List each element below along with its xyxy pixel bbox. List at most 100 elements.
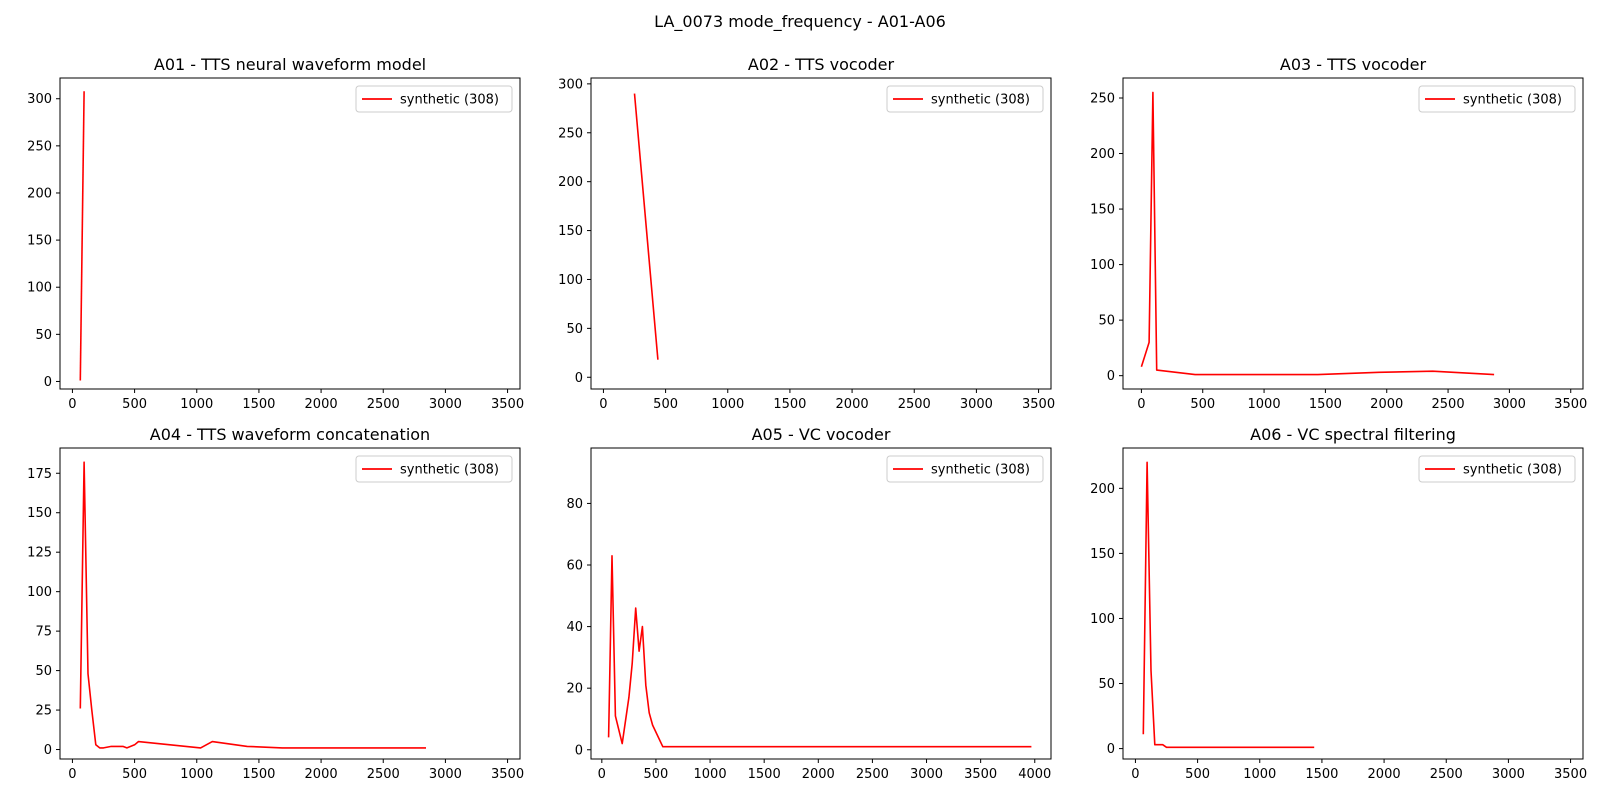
y-tick-label: 80 bbox=[566, 497, 583, 512]
legend-label: synthetic (308) bbox=[1463, 93, 1562, 108]
x-tick-label: 1500 bbox=[242, 397, 275, 412]
y-tick-label: 50 bbox=[35, 328, 52, 343]
y-tick-label: 75 bbox=[35, 625, 52, 640]
y-tick-label: 300 bbox=[27, 92, 52, 107]
legend-box bbox=[886, 85, 1044, 113]
y-tick-label: 200 bbox=[27, 186, 52, 201]
x-tick-label: 2500 bbox=[367, 397, 400, 412]
subplot-5: A05 - VC vocoder 0 500 1000 1500 2000 2500 3000… bbox=[566, 425, 1052, 782]
axes-frame bbox=[590, 447, 1052, 760]
x-tick-label: 0 bbox=[68, 767, 76, 782]
x-tick-label: 1500 bbox=[773, 397, 806, 412]
legend-label: synthetic (308) bbox=[931, 93, 1030, 108]
y-tick-label: 250 bbox=[1090, 91, 1115, 106]
y-tick-label: 175 bbox=[27, 467, 52, 482]
y-tick-label: 100 bbox=[1090, 612, 1115, 627]
y-tick-label: 100 bbox=[558, 273, 583, 288]
legend: synthetic (308) bbox=[886, 85, 1044, 113]
y-tick-label: 300 bbox=[558, 77, 583, 92]
x-tick-label: 2000 bbox=[1368, 767, 1401, 782]
y-tick-label: 50 bbox=[1098, 314, 1115, 329]
x-tick-label: 1500 bbox=[748, 767, 781, 782]
y-tick-label: 150 bbox=[1090, 547, 1115, 562]
x-tick-label: 500 bbox=[644, 767, 669, 782]
axes-frame bbox=[1122, 447, 1584, 760]
x-tick-label: 2500 bbox=[1430, 767, 1463, 782]
x-tick-label: 0 bbox=[599, 397, 607, 412]
series-line-1 bbox=[79, 91, 85, 381]
series-line-1 bbox=[633, 93, 659, 360]
x-tick-label: 1000 bbox=[694, 767, 727, 782]
x-tick-label: 0 bbox=[1131, 767, 1139, 782]
y-tick-label: 25 bbox=[35, 704, 52, 719]
y-tick-label: 200 bbox=[1090, 147, 1115, 162]
y-tick-label: 100 bbox=[27, 281, 52, 296]
y-tick-label: 0 bbox=[44, 743, 52, 758]
x-tick-label: 500 bbox=[1190, 397, 1215, 412]
x-tick-label: 2000 bbox=[305, 767, 338, 782]
legend-label: synthetic (308) bbox=[400, 463, 499, 478]
x-tick-label: 500 bbox=[122, 767, 147, 782]
y-tick-label: 250 bbox=[27, 139, 52, 154]
x-tick-label: 0 bbox=[598, 767, 606, 782]
legend-label: synthetic (308) bbox=[1463, 463, 1562, 478]
y-tick-label: 200 bbox=[1090, 482, 1115, 497]
x-tick-label: 1000 bbox=[1243, 767, 1276, 782]
x-tick-label: 2000 bbox=[1370, 397, 1403, 412]
x-tick-label: 3000 bbox=[910, 767, 943, 782]
legend-box bbox=[355, 85, 513, 113]
x-tick-label: 2000 bbox=[836, 397, 869, 412]
y-tick-label: 125 bbox=[27, 546, 52, 561]
x-tick-label: 1000 bbox=[1248, 397, 1281, 412]
x-tick-label: 500 bbox=[122, 397, 147, 412]
y-tick-label: 60 bbox=[566, 559, 583, 574]
legend-box bbox=[1418, 85, 1576, 113]
subplot-title: A01 - TTS neural waveform model bbox=[154, 55, 426, 74]
x-tick-label: 2500 bbox=[898, 397, 931, 412]
x-tick-label: 0 bbox=[68, 397, 76, 412]
legend: synthetic (308) bbox=[886, 455, 1044, 483]
y-tick-label: 100 bbox=[1090, 258, 1115, 273]
subplot-title: A04 - TTS waveform concatenation bbox=[150, 425, 430, 444]
y-tick-label: 0 bbox=[44, 375, 52, 390]
legend: synthetic (308) bbox=[355, 85, 513, 113]
x-tick-label: 500 bbox=[653, 397, 678, 412]
y-tick-label: 40 bbox=[566, 620, 583, 635]
x-tick-label: 1000 bbox=[180, 397, 213, 412]
x-tick-label: 1500 bbox=[1305, 767, 1338, 782]
y-tick-label: 50 bbox=[1098, 677, 1115, 692]
axes-frame bbox=[59, 447, 521, 760]
x-tick-label: 3500 bbox=[1554, 767, 1587, 782]
legend-label: synthetic (308) bbox=[400, 93, 499, 108]
x-tick-label: 4000 bbox=[1018, 767, 1051, 782]
x-tick-label: 2000 bbox=[305, 397, 338, 412]
x-tick-label: 2500 bbox=[367, 767, 400, 782]
y-tick-label: 0 bbox=[1107, 369, 1115, 384]
x-tick-label: 3000 bbox=[1492, 767, 1525, 782]
y-tick-label: 200 bbox=[558, 175, 583, 190]
x-tick-label: 3500 bbox=[491, 397, 524, 412]
x-tick-label: 500 bbox=[1185, 767, 1210, 782]
series-line-1 bbox=[607, 554, 1032, 748]
legend: synthetic (308) bbox=[1418, 455, 1576, 483]
y-tick-label: 0 bbox=[1107, 742, 1115, 757]
y-tick-label: 150 bbox=[27, 234, 52, 249]
x-tick-label: 2500 bbox=[1432, 397, 1465, 412]
x-tick-label: 3000 bbox=[429, 767, 462, 782]
y-tick-label: 50 bbox=[35, 664, 52, 679]
subplot-title: A05 - VC vocoder bbox=[752, 425, 891, 444]
y-tick-label: 150 bbox=[1090, 203, 1115, 218]
legend-box bbox=[355, 455, 513, 483]
series-line-1 bbox=[79, 461, 426, 749]
figure-title: LA_0073 mode_frequency - A01-A06 bbox=[654, 12, 946, 31]
series-line-1 bbox=[1142, 461, 1315, 749]
subplot-title: A02 - TTS vocoder bbox=[748, 55, 895, 74]
axes-frame bbox=[1122, 77, 1584, 390]
axes-frame bbox=[59, 77, 521, 390]
